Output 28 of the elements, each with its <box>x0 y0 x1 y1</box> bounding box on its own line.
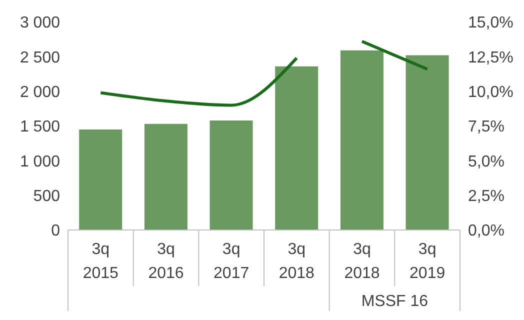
y-tick-label: 3 000 <box>20 14 60 32</box>
y-tick-label: 0 <box>51 222 60 240</box>
y2-tick-label: 10,0% <box>468 84 514 102</box>
y-tick-label: 2 000 <box>20 84 60 102</box>
y2-tick-label: 0,0% <box>468 222 504 240</box>
x-tick-label: 3q 2017 <box>214 241 250 282</box>
x-tick-label: 3q 2019 <box>410 241 446 282</box>
y2-tick-label: 12,5% <box>468 49 514 66</box>
x-tick-label: 3q 2018 <box>278 241 315 282</box>
y2-tick-label: 5,0% <box>468 153 504 170</box>
y-tick-label: 1 000 <box>20 153 60 170</box>
y-tick-label: 1 500 <box>20 118 60 136</box>
text: MSSF 16 <box>361 293 428 310</box>
x-tick-label: 3q 2016 <box>148 241 184 282</box>
y-tick-label: 2 500 <box>20 49 60 66</box>
bar <box>210 120 253 230</box>
y2-tick-label: 2,5% <box>468 188 504 206</box>
bar <box>340 50 384 230</box>
bar <box>275 66 318 230</box>
bar <box>79 129 122 230</box>
y2-tick-label: 15,0% <box>468 14 514 32</box>
y-tick-label: 500 <box>33 188 60 206</box>
y2-tick-label: 7,5% <box>468 118 504 136</box>
bar <box>144 124 188 230</box>
bar <box>406 55 449 230</box>
x-tick-label: 3q 2018 <box>344 241 380 282</box>
x-tick-label: 3q 2015 <box>82 241 119 282</box>
line-series <box>99 56 298 107</box>
